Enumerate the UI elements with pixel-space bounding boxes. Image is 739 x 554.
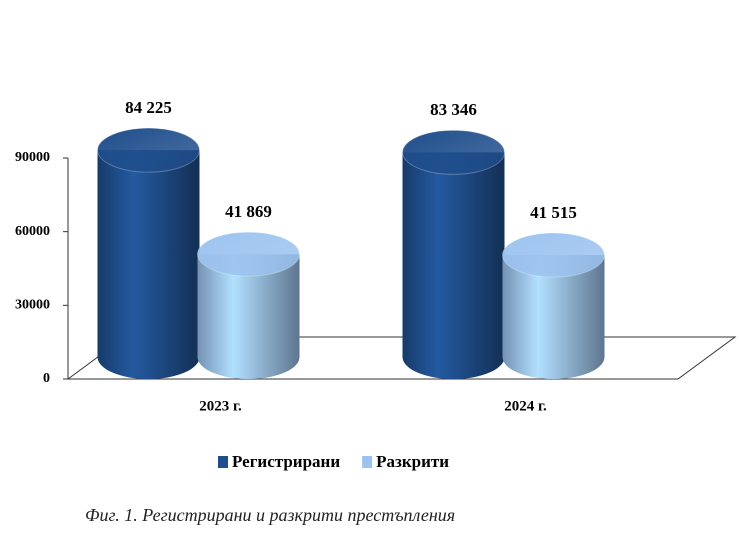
bar-top <box>502 232 605 278</box>
value-label: 41 515 <box>530 203 577 222</box>
legend-label: Разкрити <box>376 452 449 471</box>
x-tick-label: 2023 г. <box>199 398 242 414</box>
bar <box>402 152 505 380</box>
y-tick-label: 30000 <box>15 298 50 313</box>
bar <box>97 150 200 380</box>
y-tick-label: 90000 <box>15 150 50 165</box>
y-tick-label: 60000 <box>15 224 50 239</box>
caption: Фиг. 1. Регистрирани и разкрити престъпл… <box>85 505 455 525</box>
legend-swatch <box>218 456 228 468</box>
value-label: 41 869 <box>225 202 272 221</box>
bar-top <box>402 129 505 175</box>
bar-top <box>197 231 300 277</box>
legend-label: Регистрирани <box>232 452 340 471</box>
bar <box>502 255 605 380</box>
x-tick-label: 2024 г. <box>504 398 547 414</box>
value-label: 83 346 <box>430 100 477 119</box>
legend-swatch <box>362 456 373 468</box>
bar <box>197 254 300 380</box>
bar-top <box>97 127 200 173</box>
y-tick-label: 0 <box>43 371 50 386</box>
value-label: 84 225 <box>125 98 172 117</box>
